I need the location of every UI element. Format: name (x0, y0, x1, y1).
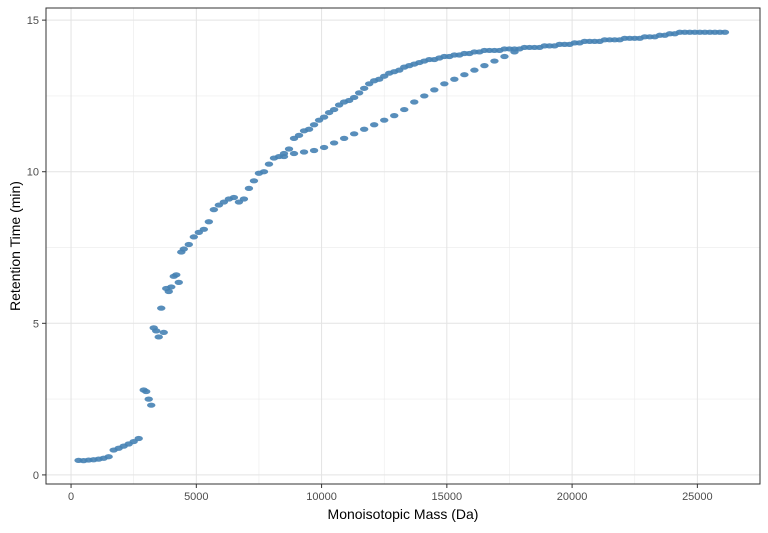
data-point (144, 396, 153, 402)
data-point (154, 334, 163, 340)
x-axis-ticks: 0 5000 10000 15000 20000 25000 (68, 484, 713, 503)
data-point (284, 146, 294, 152)
data-point (167, 284, 176, 290)
data-point (410, 99, 419, 105)
data-point (349, 131, 359, 137)
data-point (157, 305, 166, 311)
data-point (400, 106, 409, 113)
data-point (339, 135, 349, 141)
data-point (189, 234, 199, 240)
plot-panel-border (45, 7, 761, 485)
data-point (204, 219, 214, 225)
data-point (134, 435, 143, 442)
data-point (289, 150, 299, 157)
data-point (359, 85, 369, 91)
data-point (259, 169, 269, 175)
data-point (309, 147, 319, 154)
data-point (319, 144, 329, 151)
data-point (369, 122, 379, 128)
data-point (209, 207, 219, 213)
y-axis-title: Retention Time (min) (7, 181, 23, 311)
data-point (500, 53, 509, 60)
y-tick-label: 15 (27, 15, 39, 27)
data-point (319, 114, 329, 120)
grid-minor (46, 8, 761, 484)
data-point (239, 196, 249, 202)
y-tick-label: 5 (33, 318, 39, 330)
x-tick-label: 20000 (557, 491, 588, 503)
data-points (74, 29, 730, 464)
data-point (299, 149, 309, 155)
data-point (244, 185, 254, 191)
data-point (380, 117, 389, 123)
data-point (450, 76, 459, 82)
data-point (199, 226, 209, 232)
data-point (354, 90, 364, 96)
data-point (147, 402, 156, 408)
data-point (440, 81, 449, 87)
data-point (249, 178, 259, 184)
data-point (349, 94, 359, 101)
y-axis-ticks: 0 5 10 15 (27, 15, 46, 482)
x-tick-label: 0 (68, 491, 74, 503)
data-point (510, 49, 519, 55)
data-point (142, 388, 151, 395)
y-tick-label: 0 (33, 470, 39, 482)
data-point (172, 272, 181, 278)
data-point (359, 126, 369, 132)
x-tick-label: 5000 (184, 491, 208, 503)
data-point (229, 194, 239, 201)
data-point (420, 93, 429, 99)
data-point (329, 106, 339, 113)
data-point (304, 126, 314, 132)
data-point (720, 29, 730, 35)
x-tick-label: 15000 (432, 491, 463, 503)
data-point (179, 246, 188, 252)
data-point (294, 132, 304, 138)
data-point (390, 113, 399, 119)
y-tick-label: 10 (27, 167, 39, 179)
data-point (264, 161, 274, 167)
data-point (104, 454, 113, 460)
data-point (480, 63, 489, 69)
grid-major (46, 8, 760, 484)
data-point (159, 329, 168, 336)
data-point (490, 58, 499, 64)
data-point (430, 87, 439, 93)
data-point (174, 279, 183, 285)
data-point (329, 140, 339, 146)
data-point (309, 122, 319, 128)
data-point (470, 67, 479, 73)
data-point (279, 153, 289, 160)
data-point (164, 288, 173, 295)
x-tick-label: 10000 (306, 491, 337, 503)
data-point (152, 328, 161, 334)
data-point (184, 241, 193, 248)
x-tick-label: 25000 (682, 491, 713, 503)
data-point (460, 72, 469, 78)
x-axis-title: Monoisotopic Mass (Da) (328, 506, 479, 522)
